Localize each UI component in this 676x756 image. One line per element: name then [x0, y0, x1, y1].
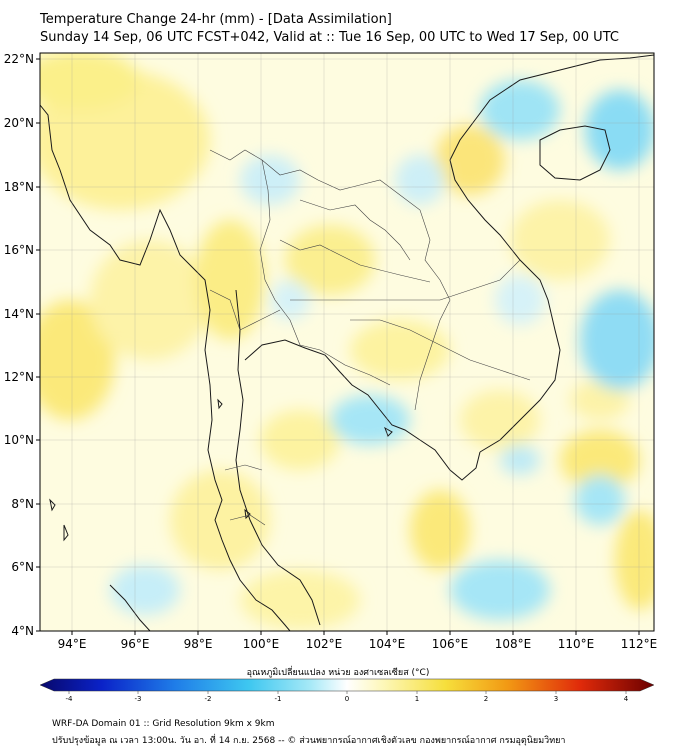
map-title: Temperature Change 24-hr (mm) - [Data As…	[40, 12, 392, 27]
lon-label-110: 110°E	[558, 637, 595, 651]
lat-label-8: 8°N	[11, 497, 34, 511]
lat-label-22: 22°N	[4, 52, 34, 66]
colorbar-tick-label: 3	[554, 695, 558, 703]
lon-label-94: 94°E	[58, 637, 87, 651]
lon-label-108: 108°E	[495, 637, 532, 651]
colorbar-ticks	[68, 691, 627, 694]
colorbar-tick-label: 4	[624, 695, 629, 703]
footer-credits: ปรับปรุงข้อมูล ณ เวลา 13:00น. วัน อา. ที…	[52, 736, 566, 746]
lon-label-96: 96°E	[121, 637, 150, 651]
lat-label-4: 4°N	[11, 624, 34, 638]
colorbar-tick-label: 1	[415, 695, 419, 703]
colorbar-tick-label: 2	[484, 695, 488, 703]
coastline	[40, 54, 654, 631]
lat-label-18: 18°N	[4, 180, 34, 194]
lat-label-14: 14°N	[4, 307, 34, 321]
axis-ticks	[36, 58, 640, 635]
colorbar-tick-label: -3	[135, 695, 142, 703]
colorbar	[39, 678, 655, 692]
graticule	[40, 53, 654, 631]
lon-label-102: 102°E	[306, 637, 343, 651]
colorbar-tick-label: -4	[66, 695, 74, 703]
lon-label-100: 100°E	[243, 637, 280, 651]
footer-model-info: WRF-DA Domain 01 :: Grid Resolution 9km …	[52, 719, 275, 729]
lat-label-6: 6°N	[11, 560, 34, 574]
temperature-field	[40, 53, 654, 631]
lat-label-16: 16°N	[4, 243, 34, 257]
map-frame	[39, 52, 655, 632]
lat-label-12: 12°N	[4, 370, 34, 384]
colorbar-tick-label: -2	[205, 695, 212, 703]
political-borders	[209, 149, 531, 526]
lon-label-98: 98°E	[184, 637, 213, 651]
colorbar-title: อุณหภูมิเปลี่ยนแปลง หน่วย องศาเซลเซียส (…	[246, 668, 430, 678]
lon-label-104: 104°E	[369, 637, 406, 651]
lon-label-112: 112°E	[621, 637, 658, 651]
lat-label-10: 10°N	[4, 433, 34, 447]
lat-label-20: 20°N	[4, 116, 34, 130]
map-subtitle: Sunday 14 Sep, 06 UTC FCST+042, Valid at…	[40, 30, 619, 45]
colorbar-tick-label: 0	[345, 695, 349, 703]
lon-label-106: 106°E	[432, 637, 469, 651]
colorbar-tick-label: -1	[275, 695, 282, 703]
